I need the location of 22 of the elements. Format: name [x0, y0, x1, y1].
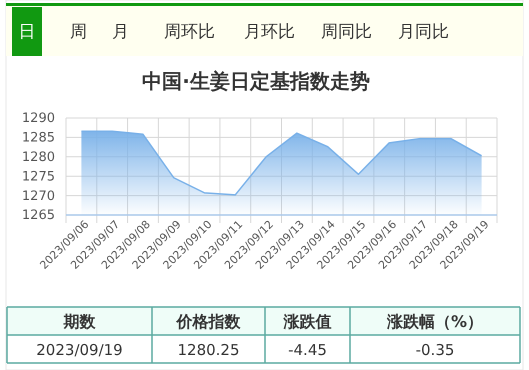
chart-title: 中国·生姜日定基指数走势: [142, 69, 370, 93]
y-tick-label: 1290: [22, 111, 55, 126]
tab[interactable]: 月环比: [244, 22, 295, 42]
text: -4.45: [288, 341, 327, 359]
text: 1280.25: [177, 341, 240, 359]
tab[interactable]: 周同比: [321, 22, 372, 42]
text: 价格指数: [176, 312, 242, 331]
tab[interactable]: 日: [12, 7, 42, 56]
y-tick-label: 1285: [22, 130, 55, 146]
y-tick-label: 1270: [22, 188, 55, 204]
text: 2023/09/19: [36, 341, 123, 359]
y-tick-label: 1265: [22, 208, 55, 224]
y-tick-label: 1280: [22, 150, 55, 165]
text: -0.35: [416, 341, 454, 359]
text: 涨跌值: [282, 312, 332, 331]
text: 期数: [62, 312, 96, 331]
text: 涨跌幅（%）: [386, 312, 484, 331]
tab[interactable]: 周: [70, 22, 87, 42]
y-tick-label: 1275: [22, 169, 55, 184]
tab[interactable]: 月: [112, 22, 129, 42]
tab[interactable]: 周环比: [164, 22, 215, 42]
tab[interactable]: 月同比: [398, 22, 449, 42]
